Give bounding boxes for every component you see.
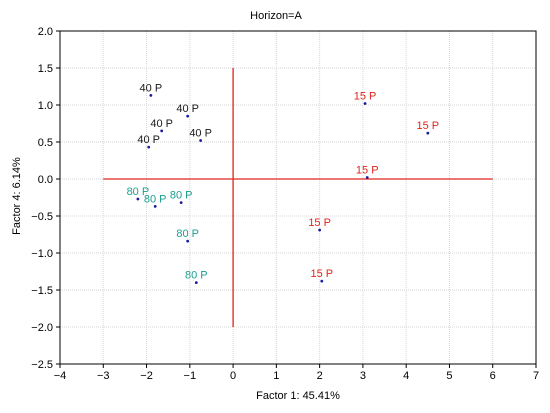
- data-point-label: 40 P: [140, 82, 163, 94]
- x-tick-label: 5: [446, 370, 452, 382]
- chart-title: Horizon=A: [250, 10, 302, 22]
- data-point: [365, 176, 369, 179]
- y-tick-label: 1.5: [38, 63, 53, 75]
- data-point: [153, 204, 157, 208]
- reference-lines: [103, 68, 493, 327]
- data-point: [320, 279, 324, 283]
- y-tick-label: −1.5: [31, 285, 53, 297]
- y-tick-label: −2.5: [31, 359, 53, 371]
- data-point: [363, 102, 367, 105]
- data-point-label: 15 P: [416, 120, 439, 132]
- y-tick-label: 1.0: [38, 100, 53, 112]
- x-axis-title: Factor 1: 45.41%: [256, 390, 340, 402]
- data-point: [199, 139, 203, 142]
- data-points: 40 P40 P40 P40 P40 P80 P80 P 80 P80 P80 P…: [127, 82, 439, 284]
- data-point-label: 40 P: [137, 134, 160, 146]
- data-point-label: 80 P: [185, 270, 208, 282]
- x-tick-label: −3: [97, 370, 110, 382]
- data-point: [149, 93, 153, 97]
- data-point-label: 80 P: [176, 228, 199, 240]
- data-point: [160, 129, 164, 133]
- data-point: [179, 201, 183, 205]
- x-tick-label: −4: [54, 370, 67, 382]
- data-point-label: 80 P: [144, 193, 167, 205]
- x-tick-label: −1: [184, 370, 197, 382]
- data-point-label: 15 P: [308, 217, 331, 229]
- y-tick-label: 0.5: [38, 137, 53, 149]
- data-point: [318, 228, 322, 232]
- data-point-label: 40 P: [189, 128, 212, 140]
- x-tick-label: 1: [273, 370, 279, 382]
- data-point: [186, 114, 190, 118]
- x-tick-label: 3: [360, 370, 366, 382]
- data-point-label: 80 P: [127, 186, 150, 198]
- x-tick-label: −2: [140, 370, 153, 382]
- x-tick-label: 2: [317, 370, 323, 382]
- y-tick-label: −1.0: [31, 248, 53, 260]
- x-tick-label: 4: [403, 370, 409, 382]
- y-tick-label: −0.5: [31, 211, 53, 223]
- data-point: [186, 239, 190, 243]
- data-point-label: 15 P: [310, 268, 333, 280]
- data-point: [426, 131, 430, 135]
- data-point-label: 80 P: [170, 190, 193, 202]
- y-tick-label: 2.0: [38, 26, 53, 38]
- plot-frame: [59, 30, 537, 365]
- y-axis-title: Factor 4: 6.14%: [11, 157, 23, 235]
- data-point-label: 40 P: [150, 118, 173, 130]
- axis-ticks: −4 −3 −2 −1 0 1 2 3 4 5 6 7 −2.5 −2.0 −1.5 −1.0 −0.5 0.0 0…: [31, 26, 539, 382]
- y-tick-label: 0.0: [38, 174, 53, 186]
- data-point-label: 40 P: [176, 103, 199, 115]
- data-point: [136, 197, 140, 201]
- x-tick-label: 0: [230, 370, 236, 382]
- x-tick-label: 6: [490, 370, 496, 382]
- y-tick-label: −2.0: [31, 322, 53, 334]
- x-tick-label: 7: [533, 370, 539, 382]
- data-point: [147, 145, 151, 149]
- data-point: [194, 281, 198, 284]
- data-point-label: 15 P: [356, 165, 379, 177]
- data-point-label: 15 P: [354, 91, 377, 103]
